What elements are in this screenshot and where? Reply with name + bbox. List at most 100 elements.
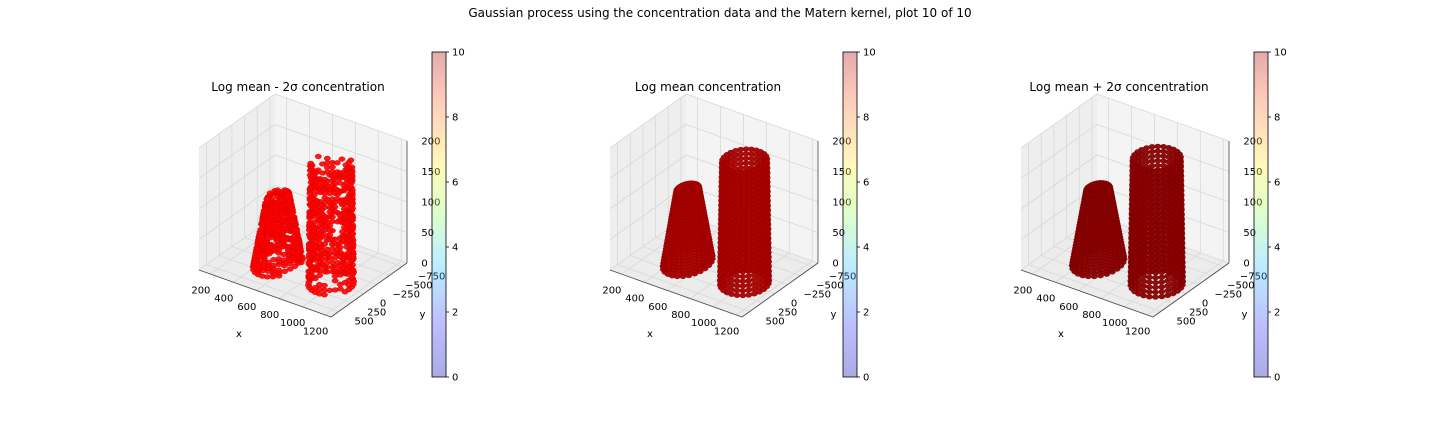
scatter-point [316, 212, 324, 219]
scatter-point [316, 263, 323, 269]
scatter-point [1152, 246, 1159, 252]
scatter-point [1152, 241, 1159, 247]
scatter-point [326, 232, 334, 238]
scatter-point [745, 282, 752, 289]
scatter-point [275, 241, 283, 248]
scatter-points [1068, 143, 1186, 300]
scatter-point [1158, 294, 1166, 300]
x-tick-label: 200 [602, 285, 621, 296]
y-tick-label: −500 [405, 280, 432, 291]
y-tick-label: −750 [418, 271, 445, 282]
scatter-point [1146, 274, 1153, 281]
scatter-point [745, 254, 752, 260]
x-tick-label: 600 [1059, 302, 1078, 313]
y-tick-label: 250 [778, 307, 797, 318]
x-tick-label: 1000 [280, 318, 305, 329]
y-axis-line [741, 262, 819, 318]
scatter-point [1158, 221, 1165, 227]
scatter-point [326, 255, 334, 261]
scatter-point [1152, 280, 1159, 286]
scatter-point [314, 153, 322, 160]
z-gridline [1020, 93, 1230, 149]
z-tick-label: 0 [421, 259, 427, 270]
y-tick-label: −250 [393, 289, 420, 300]
scatter-point [1146, 255, 1153, 261]
scatter-point [348, 190, 356, 196]
colorbar-tick-label: 8 [863, 113, 869, 124]
x-axis-label: x [647, 329, 653, 340]
z-tick-label: 100 [832, 198, 851, 209]
subplot-title: Log mean concentration [634, 80, 782, 94]
y-tick-label: 500 [355, 316, 374, 327]
x-tick-label: 400 [1036, 294, 1055, 305]
scatter-point [1148, 158, 1156, 164]
scatter-point [270, 257, 277, 263]
scatter-point [1152, 289, 1159, 295]
scatter-point [333, 160, 341, 166]
scatter-point [761, 161, 769, 168]
scatter-point [1152, 250, 1159, 257]
scatter-point [331, 241, 339, 247]
z-gridline [198, 154, 408, 210]
scatter-point [326, 209, 334, 215]
z-tick-label: 150 [1243, 167, 1262, 178]
scatter-point [1154, 153, 1162, 159]
x-tick-label: 1200 [1125, 326, 1150, 337]
x-axis-line [609, 269, 743, 318]
scatter-point [739, 278, 747, 284]
y-tick-label: −250 [1215, 289, 1242, 300]
scatter-point [1148, 149, 1156, 155]
floor-pane [199, 216, 407, 317]
scatter-point [1152, 207, 1159, 213]
subplot-log-mean: Log mean concentration 200 400 600 800 1000 1… [411, 0, 891, 432]
scatter-point [1158, 216, 1165, 222]
z-tick-label: 0 [832, 259, 838, 270]
blob-right-column [716, 146, 773, 299]
scatter-point [1164, 273, 1171, 279]
blob-right-column [1127, 143, 1186, 300]
scatter-point [321, 227, 329, 233]
scatter-point [1164, 278, 1171, 284]
scatter-point [1158, 265, 1166, 271]
scatter-point [341, 289, 349, 295]
z-tick-label: 200 [1243, 137, 1262, 148]
scatter-point [289, 255, 296, 260]
scatter-point [336, 212, 344, 218]
scatter-point [331, 278, 339, 284]
colorbar-tick-label: 10 [452, 48, 465, 59]
scatter-point [1158, 269, 1166, 276]
colorbar-tick-label: 2 [863, 308, 869, 319]
z-gridline [609, 124, 819, 179]
colorbar-ticks: 0 2 4 6 8 10 [1268, 48, 1287, 384]
scatter-point [1163, 215, 1171, 221]
axis-lines [609, 141, 819, 318]
colorbar-tick-label: 2 [452, 308, 458, 319]
scatter-point [331, 273, 339, 279]
colorbar-tick-label: 6 [1274, 178, 1280, 189]
scatter-point [1104, 188, 1112, 194]
scatter-point [1152, 197, 1159, 203]
axes3d: 200400600800100012005002500−250−500−7500… [191, 48, 465, 384]
axes-panes [199, 94, 407, 317]
scatter-point [331, 264, 339, 270]
scatter-point [745, 287, 752, 293]
scatter-point [1158, 279, 1166, 285]
scatter-point [1158, 260, 1166, 266]
scatter-point [1158, 245, 1165, 251]
scatter-point [331, 268, 339, 275]
z-gridline [198, 185, 408, 240]
scatter-point [1158, 226, 1165, 232]
x-axis-line [198, 269, 332, 318]
x-tick-label: 400 [214, 294, 233, 305]
axes3d: 200400600800100012005002500−250−500−7500… [602, 48, 875, 384]
x-tick-label: 800 [1082, 310, 1101, 321]
scatter-point [349, 231, 356, 237]
scatter-point [1164, 254, 1171, 260]
scatter-point [309, 232, 316, 238]
scatter-point [307, 160, 315, 167]
scatter-point [1152, 202, 1159, 208]
scatter-point [316, 272, 323, 279]
scatter-point [1163, 200, 1171, 207]
axis-lines [1020, 141, 1230, 318]
scatter-point [1152, 192, 1159, 198]
